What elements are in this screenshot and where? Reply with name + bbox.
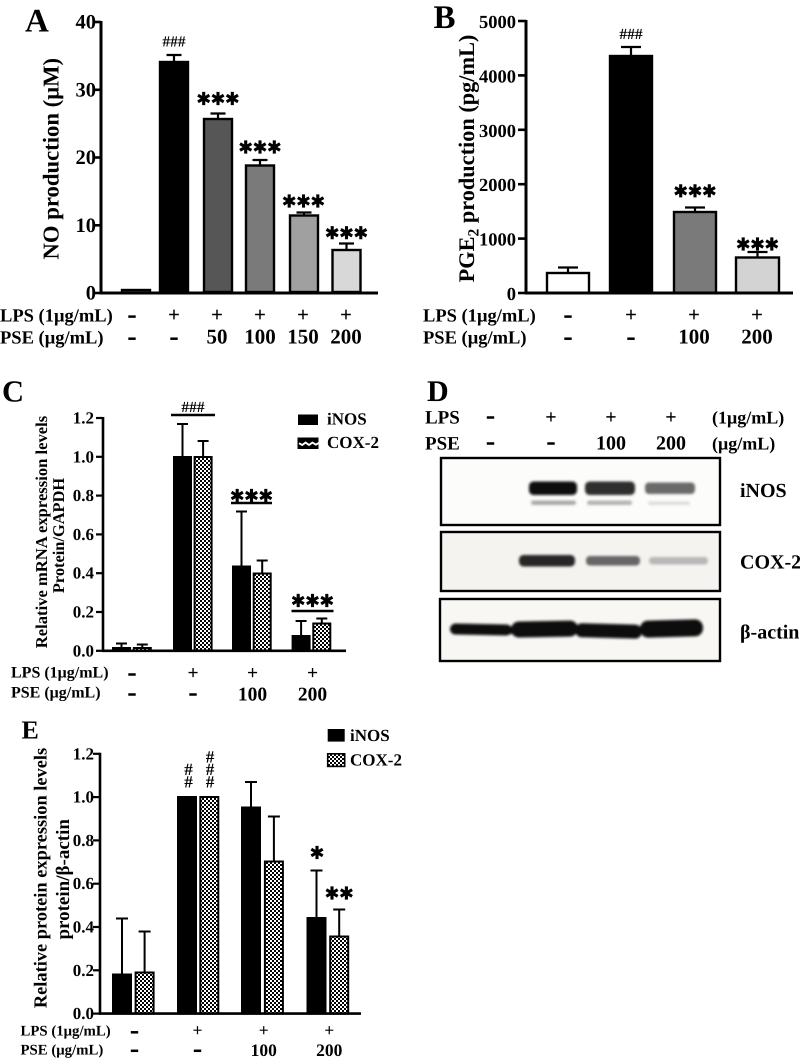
- svg-text:LPS (1μg/mL): LPS (1μg/mL): [11, 665, 109, 682]
- svg-text:0.2: 0.2: [73, 603, 94, 622]
- svg-text:0.0: 0.0: [73, 1004, 94, 1023]
- svg-text:LPS (1μg/mL): LPS (1μg/mL): [423, 307, 536, 327]
- svg-text:0: 0: [507, 285, 516, 305]
- svg-text:0.8: 0.8: [73, 486, 94, 505]
- svg-text:LPS (1μg/mL): LPS (1μg/mL): [0, 307, 113, 327]
- svg-text:Protein/GAPDH: Protein/GAPDH: [49, 478, 68, 594]
- svg-text:1.2: 1.2: [73, 409, 94, 428]
- svg-text:#: #: [184, 760, 193, 779]
- svg-text:PSE (μg/mL): PSE (μg/mL): [0, 329, 104, 349]
- svg-text:200: 200: [656, 433, 686, 455]
- svg-text:C: C: [2, 375, 24, 409]
- svg-text:β-actin: β-actin: [740, 622, 799, 644]
- svg-text:PSE (μg/mL): PSE (μg/mL): [21, 1043, 104, 1059]
- svg-text:0.4: 0.4: [73, 918, 95, 937]
- svg-text:+: +: [324, 1020, 334, 1040]
- svg-text:B: B: [434, 0, 456, 36]
- svg-text:E: E: [22, 716, 39, 745]
- svg-text:Relative protein expression le: Relative protein expression levels: [31, 748, 51, 1008]
- svg-text:+: +: [193, 1020, 203, 1040]
- svg-text:A: A: [25, 4, 49, 40]
- svg-text:100: 100: [678, 325, 710, 349]
- svg-text:###: ###: [162, 34, 186, 51]
- svg-text:#: #: [206, 748, 215, 767]
- svg-text:(μg/mL): (μg/mL): [712, 434, 775, 454]
- svg-text:100: 100: [596, 433, 626, 455]
- svg-text:+: +: [665, 407, 676, 429]
- svg-text:20: 20: [76, 147, 97, 169]
- svg-text:#: #: [184, 773, 193, 792]
- svg-text:+: +: [297, 303, 309, 327]
- svg-text:0.2: 0.2: [73, 961, 94, 980]
- svg-text:100: 100: [244, 325, 276, 349]
- svg-text:0: 0: [86, 283, 96, 305]
- svg-text:PSE: PSE: [425, 434, 460, 455]
- svg-text:0.0: 0.0: [73, 641, 94, 660]
- svg-text:200: 200: [298, 685, 327, 706]
- svg-text:PSE (μg/mL): PSE (μg/mL): [11, 685, 101, 702]
- svg-text:200: 200: [330, 325, 362, 349]
- svg-text:###: ###: [181, 399, 205, 416]
- svg-text:PGE2 production (pg/mL): PGE2 production (pg/mL): [454, 35, 483, 283]
- svg-text:+: +: [625, 303, 637, 327]
- svg-text:0.4: 0.4: [73, 564, 95, 583]
- svg-text:1.0: 1.0: [73, 447, 94, 466]
- svg-text:+: +: [254, 303, 266, 327]
- svg-text:+: +: [751, 303, 763, 327]
- svg-text:10: 10: [76, 215, 97, 237]
- svg-text:100: 100: [238, 685, 267, 706]
- svg-text:NO production (μM): NO production (μM): [39, 58, 64, 260]
- svg-text:1.0: 1.0: [73, 788, 94, 807]
- svg-text:5000: 5000: [479, 13, 516, 33]
- svg-text:+: +: [307, 663, 318, 684]
- svg-text:+: +: [259, 1020, 269, 1040]
- svg-text:#: #: [206, 773, 215, 792]
- svg-text:0.6: 0.6: [73, 874, 94, 893]
- svg-text:4000: 4000: [479, 67, 516, 87]
- svg-text:0.6: 0.6: [73, 525, 94, 544]
- svg-text:+: +: [545, 407, 556, 429]
- svg-text:+: +: [605, 407, 616, 429]
- svg-text:1000: 1000: [479, 231, 516, 251]
- svg-text:+: +: [168, 303, 180, 327]
- svg-text:2000: 2000: [479, 176, 516, 196]
- svg-text:protein/β-actin: protein/β-actin: [53, 819, 74, 940]
- svg-text:200: 200: [741, 325, 773, 349]
- svg-text:iNOS: iNOS: [740, 480, 787, 502]
- svg-text:+: +: [247, 663, 258, 684]
- svg-text:iNOS: iNOS: [327, 410, 367, 429]
- svg-text:200: 200: [316, 1040, 343, 1060]
- svg-text:COX-2: COX-2: [740, 552, 800, 574]
- svg-text:0.8: 0.8: [73, 831, 94, 850]
- svg-text:40: 40: [76, 12, 97, 34]
- svg-text:+: +: [211, 303, 223, 327]
- svg-text:+: +: [688, 303, 700, 327]
- svg-text:D: D: [427, 375, 449, 408]
- svg-text:50: 50: [207, 325, 228, 349]
- svg-text:150: 150: [287, 325, 319, 349]
- svg-text:COX-2: COX-2: [350, 751, 402, 770]
- svg-text:3000: 3000: [479, 122, 516, 142]
- svg-text:LPS: LPS: [425, 408, 460, 429]
- svg-text:30: 30: [76, 79, 97, 101]
- svg-text:100: 100: [251, 1040, 278, 1060]
- svg-text:PSE (μg/mL): PSE (μg/mL): [423, 329, 527, 349]
- svg-text:+: +: [340, 303, 352, 327]
- svg-text:1.2: 1.2: [73, 744, 94, 763]
- svg-text:Relative mRNA expression level: Relative mRNA expression levels: [32, 415, 51, 648]
- svg-text:(1μg/mL): (1μg/mL): [712, 408, 784, 428]
- svg-text:###: ###: [619, 26, 643, 43]
- svg-text:LPS (1μg/mL): LPS (1μg/mL): [21, 1024, 111, 1040]
- svg-text:iNOS: iNOS: [350, 726, 390, 745]
- svg-text:#: #: [206, 760, 215, 779]
- svg-text:+: +: [187, 663, 198, 684]
- svg-text:COX-2: COX-2: [327, 433, 379, 452]
